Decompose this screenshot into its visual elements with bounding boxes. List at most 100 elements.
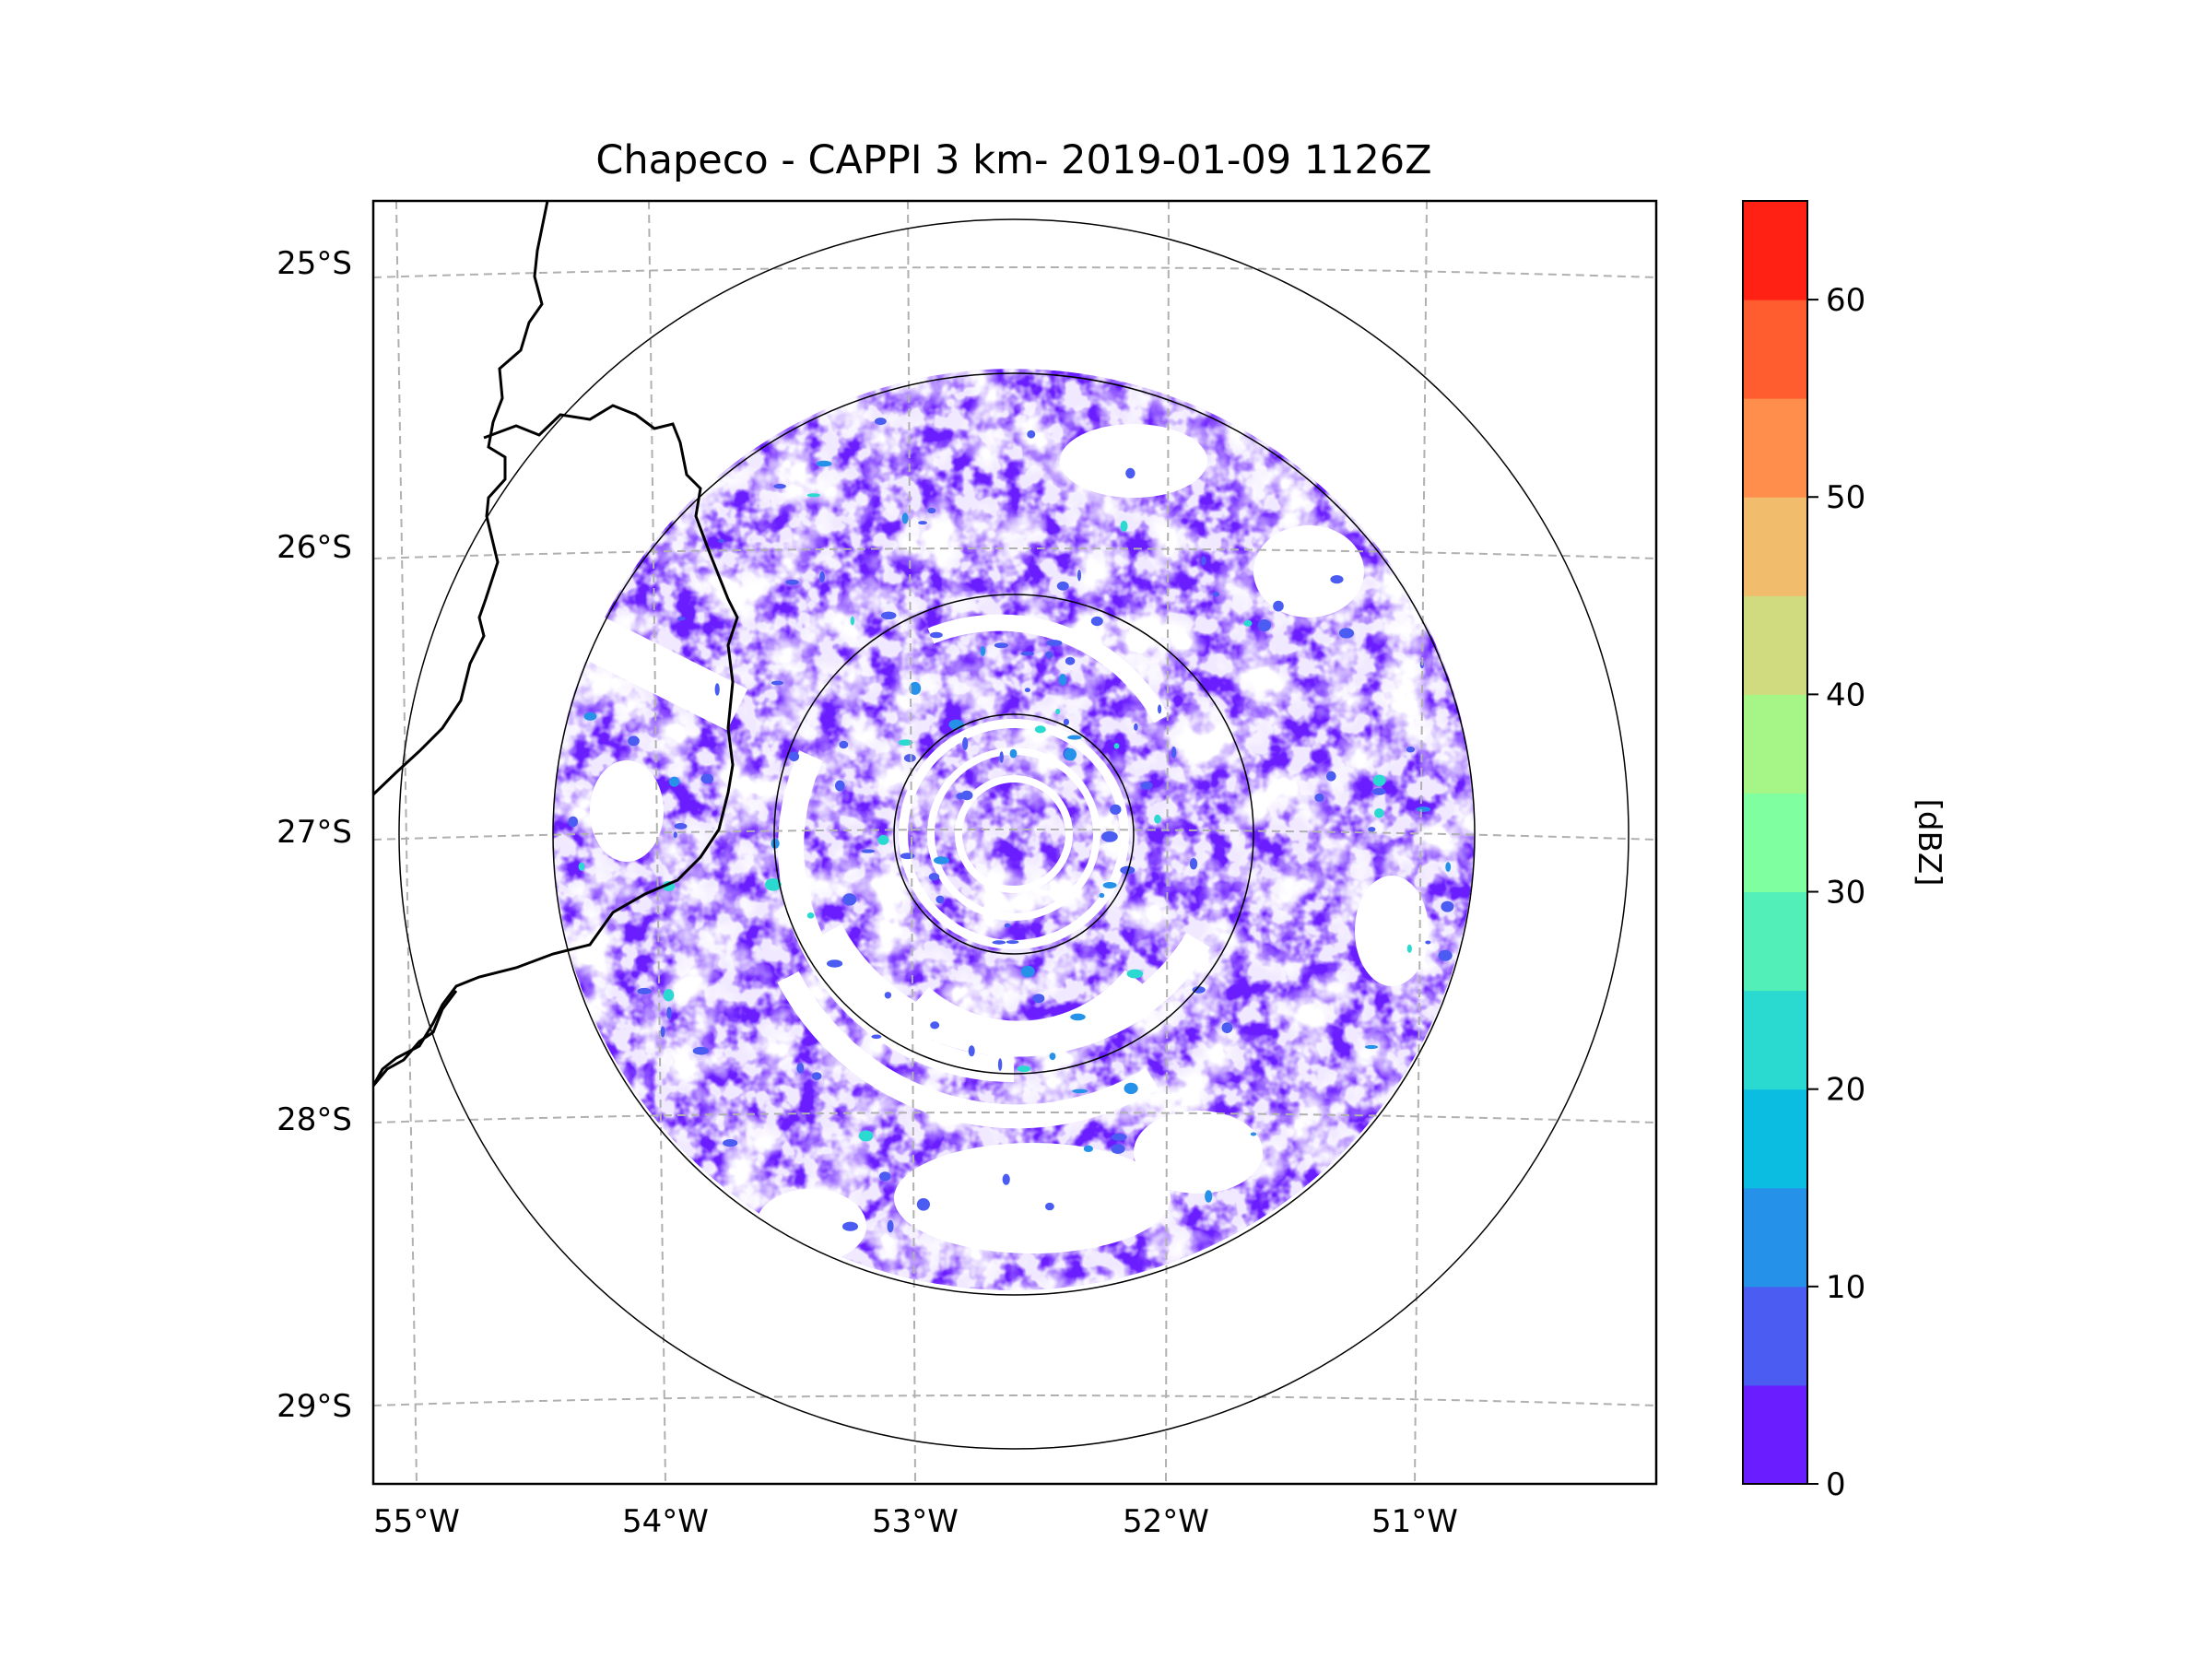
political-borders [373,201,739,1087]
echo-cell [673,831,677,839]
echo-cell [994,642,1008,649]
echo-cell [637,987,652,994]
echo-cell [677,617,686,621]
echo-cell [980,646,986,656]
echo-cell [1065,747,1077,761]
echo-cell [771,680,784,686]
echo-cell [1368,827,1376,832]
lat-gridline [373,829,1656,841]
echo-cell [668,776,680,787]
echo-cell [1201,556,1206,566]
map-frame [371,199,1658,1486]
lon-gridline [907,201,916,1484]
echo-cell [930,1021,940,1030]
lat-tick-label: 27°S [276,814,352,851]
echo-cell [842,893,857,906]
echo-cell [1002,1173,1010,1185]
echo-cell [1416,806,1431,812]
echo-cell [992,940,1006,945]
echo-cell [934,856,949,865]
echo-cell [1063,718,1069,726]
echo-cell [884,992,892,999]
colorbar-segment [1743,1384,1807,1485]
lon-tick-label: 51°W [1371,1503,1458,1540]
echo-cell [788,751,800,761]
lon-tick-label: 53°W [872,1503,959,1540]
colorbar-segment [1743,990,1807,1090]
echo-cell [718,538,724,544]
colorbar-segment [1743,1286,1807,1386]
echo-cell [765,878,782,891]
echo-cell [785,579,799,585]
echo-cell [1049,1053,1056,1061]
echo-cell [928,873,940,881]
echo-cell [1221,1022,1233,1033]
echo-cell [1212,592,1219,597]
echo-cell [1125,467,1135,479]
echo-cell [875,418,887,426]
echo-cell [1372,774,1386,786]
echo-cell [1055,708,1061,715]
echo-cell [1438,949,1453,961]
echo-cell [935,895,945,904]
echo-cell [1045,1202,1054,1211]
echo-cell [692,1046,710,1055]
echo-cell [898,739,913,746]
echo-cell [796,1063,805,1074]
echo-cell [811,1072,822,1080]
echo-cell [1046,640,1063,647]
echo-cell [1058,674,1067,686]
echo-cell [1257,619,1272,631]
echo-cell [583,712,597,721]
echo-cell [1134,723,1138,731]
lon-tick-label: 54°W [622,1503,709,1540]
echo-cell [1017,1065,1031,1073]
echo-cell [628,735,640,747]
colorbar-segments [1743,201,1807,1485]
echo-cell [909,681,922,695]
figure-title: Chapeco - CAPPI 3 km- 2019-01-09 1126Z [595,137,1431,183]
range-ring-200km [552,372,1476,1296]
echo-cell [1034,725,1046,734]
echo-cell [1056,581,1069,591]
colorbar-segment [1743,694,1807,794]
echo-cell [916,1198,931,1211]
lat-tick-label: 26°S [276,529,352,566]
colorbar-tick-label: 50 [1826,479,1865,516]
lon-tick-label: 55°W [373,1503,460,1540]
lon-gridline [1165,201,1170,1484]
echo-cell [1425,940,1431,945]
echo-cell [1027,429,1036,439]
echo-cell [1065,656,1076,665]
echo-cell [1273,600,1284,612]
echo-cell [858,1130,874,1142]
echo-cell [999,751,1004,763]
echo-cell [927,507,936,514]
echo-cell [930,631,943,639]
colorbar: 0 10 20 30 40 50 60 [dBZ] [1742,200,1947,1503]
echo-cell [1124,1082,1138,1095]
echo-cell [660,1026,665,1038]
echo-cell [1189,858,1198,870]
range-ring-50km [893,713,1135,955]
echo-cell [1192,986,1206,994]
range-ring-250km [398,218,1630,1450]
echo-cell [900,853,915,860]
echo-cell [674,823,688,830]
echo-cell [1406,944,1412,953]
border-paraguay-brazil [373,201,549,796]
echo-cell [714,683,720,696]
echo-cell [816,460,832,467]
echo-cell [880,611,897,620]
lat-tick-labels: 25°S 26°S 27°S 28°S 29°S [276,245,352,1425]
lat-tick-label: 29°S [276,1388,352,1425]
echo-cell [1364,1044,1379,1050]
echo-cell [1158,704,1162,714]
echo-cell [962,736,969,750]
echo-cell [850,616,855,626]
echo-cell [1090,616,1103,627]
echo-cell [568,816,579,828]
echo-cell [861,849,876,853]
echo-cell [700,773,713,784]
